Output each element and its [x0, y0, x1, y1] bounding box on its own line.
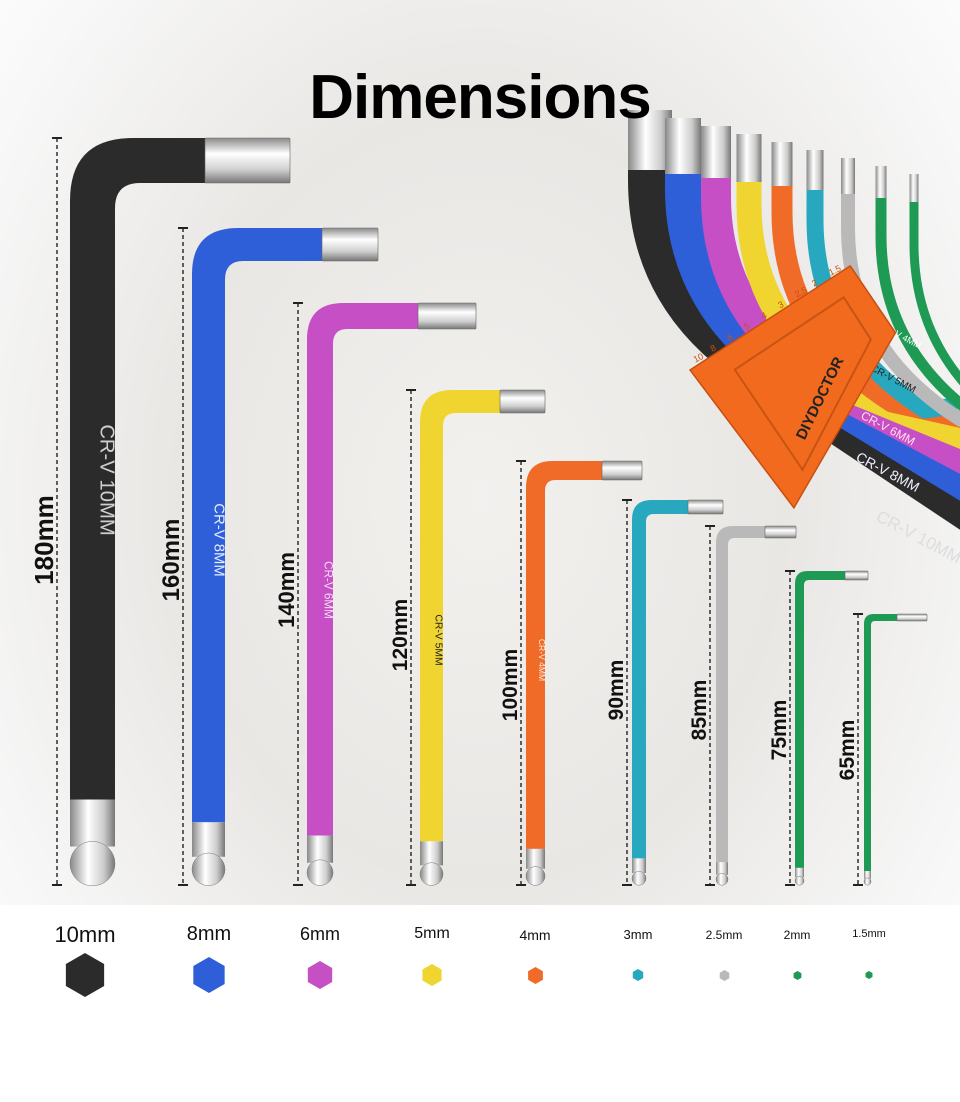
- hex-key-body: [70, 138, 205, 800]
- hex-key-2mm: 75mm: [768, 570, 869, 886]
- hex-tip: [764, 525, 797, 539]
- size-label: 3mm: [623, 927, 653, 943]
- holder-number: 6: [726, 332, 735, 343]
- size-label: 2.5mm: [705, 927, 743, 942]
- holder-number: 10: [692, 351, 705, 364]
- hex-key-4mm: CR-V 4MM 100mm: [499, 460, 643, 886]
- hexagon-icon: [632, 969, 644, 981]
- hex-key-2.5mm: 85mm: [688, 525, 797, 886]
- hexagon-icon: [193, 957, 225, 993]
- hex-key-body: [192, 228, 322, 823]
- holder-number: 5: [742, 321, 751, 332]
- hex-key-body: [526, 461, 602, 849]
- size-label: 6mm: [300, 924, 340, 945]
- holder-number: 3: [776, 299, 785, 310]
- length-label: 90mm: [605, 660, 628, 721]
- hexagon-icon: [527, 966, 543, 984]
- length-label: 140mm: [274, 552, 299, 628]
- hexagon-icon: [865, 971, 873, 979]
- hex-tip: [687, 499, 724, 515]
- length-label: 85mm: [688, 680, 711, 741]
- holder-number: 8: [709, 343, 718, 354]
- hex-key-6mm: CR-V 6MM 140mm: [274, 302, 477, 886]
- hex-tip: [896, 613, 928, 622]
- hex-key-10mm: CR-V 10MM 180mm: [29, 137, 291, 887]
- hex-key-1.5mm: 65mm: [836, 613, 928, 886]
- hex-tip: [204, 137, 291, 184]
- size-label: 10mm: [54, 921, 116, 947]
- hex-key-8mm: CR-V 8MM 160mm: [158, 227, 379, 886]
- hex-key-body: [420, 390, 500, 842]
- hexagon-icon: [422, 964, 442, 986]
- hex-key-3mm: 90mm: [605, 499, 724, 886]
- length-label: 120mm: [389, 599, 412, 671]
- ball-end: [70, 799, 115, 847]
- hexagon-icon: [719, 969, 729, 981]
- ball-end: [420, 841, 443, 866]
- stem-marking: CR-V 8MM: [210, 503, 226, 576]
- hexagon-icon: [65, 953, 105, 997]
- stem-marking: CR-V 4MM: [537, 639, 547, 681]
- size-label: 2mm: [783, 927, 811, 942]
- size-label: 8mm: [186, 923, 232, 945]
- hex-key-5mm: CR-V 5MM 120mm: [389, 389, 546, 886]
- hex-tip: [321, 227, 379, 262]
- page-title: Dimensions: [309, 63, 651, 132]
- wrench-illustration: CR-V 10MM 180mm CR-V 8MM 160mm CR-V 6MM 140mm…: [29, 110, 960, 887]
- holder-key: [909, 184, 960, 386]
- holder-number: 4: [759, 310, 768, 321]
- length-label: 180mm: [29, 495, 59, 585]
- ball-end: [795, 867, 804, 878]
- hex-key-body: [716, 526, 765, 863]
- ball-end: [526, 848, 545, 869]
- size-label: 4mm: [519, 926, 551, 943]
- size-legend: 10mm 8mm 6mm 5mm 4mm 3mm 2.5mm 2mm 1.5mm: [0, 905, 960, 1102]
- hex-tip: [601, 460, 643, 481]
- size-label: 1.5mm: [852, 928, 886, 941]
- hexagon-icon: [793, 970, 801, 980]
- hexagon-icon: [307, 961, 333, 989]
- hex-key-body: [307, 303, 418, 836]
- stem-marking: CR-V 10MM: [96, 424, 118, 535]
- size-label: 5mm: [414, 925, 450, 943]
- holder-number: 2: [810, 277, 819, 288]
- length-label: 65mm: [836, 720, 859, 781]
- ball-end: [864, 871, 871, 879]
- length-label: 160mm: [158, 519, 185, 602]
- hex-key-body: [632, 500, 688, 859]
- ball-end: [192, 822, 225, 857]
- length-label: 75mm: [768, 700, 791, 761]
- stem-marking: CR-V 5MM: [433, 614, 444, 665]
- length-label: 100mm: [499, 649, 522, 721]
- hex-tip: [499, 389, 546, 414]
- stem-marking: CR-V 6MM: [322, 561, 335, 619]
- ball-end: [632, 858, 646, 874]
- hex-tip: [844, 570, 869, 581]
- hex-key-body: [864, 614, 897, 871]
- holder-key: [875, 176, 960, 411]
- hex-key-body: [795, 571, 845, 868]
- ball-end: [716, 862, 728, 875]
- hex-tip: [417, 302, 477, 330]
- ball-end: [307, 835, 333, 863]
